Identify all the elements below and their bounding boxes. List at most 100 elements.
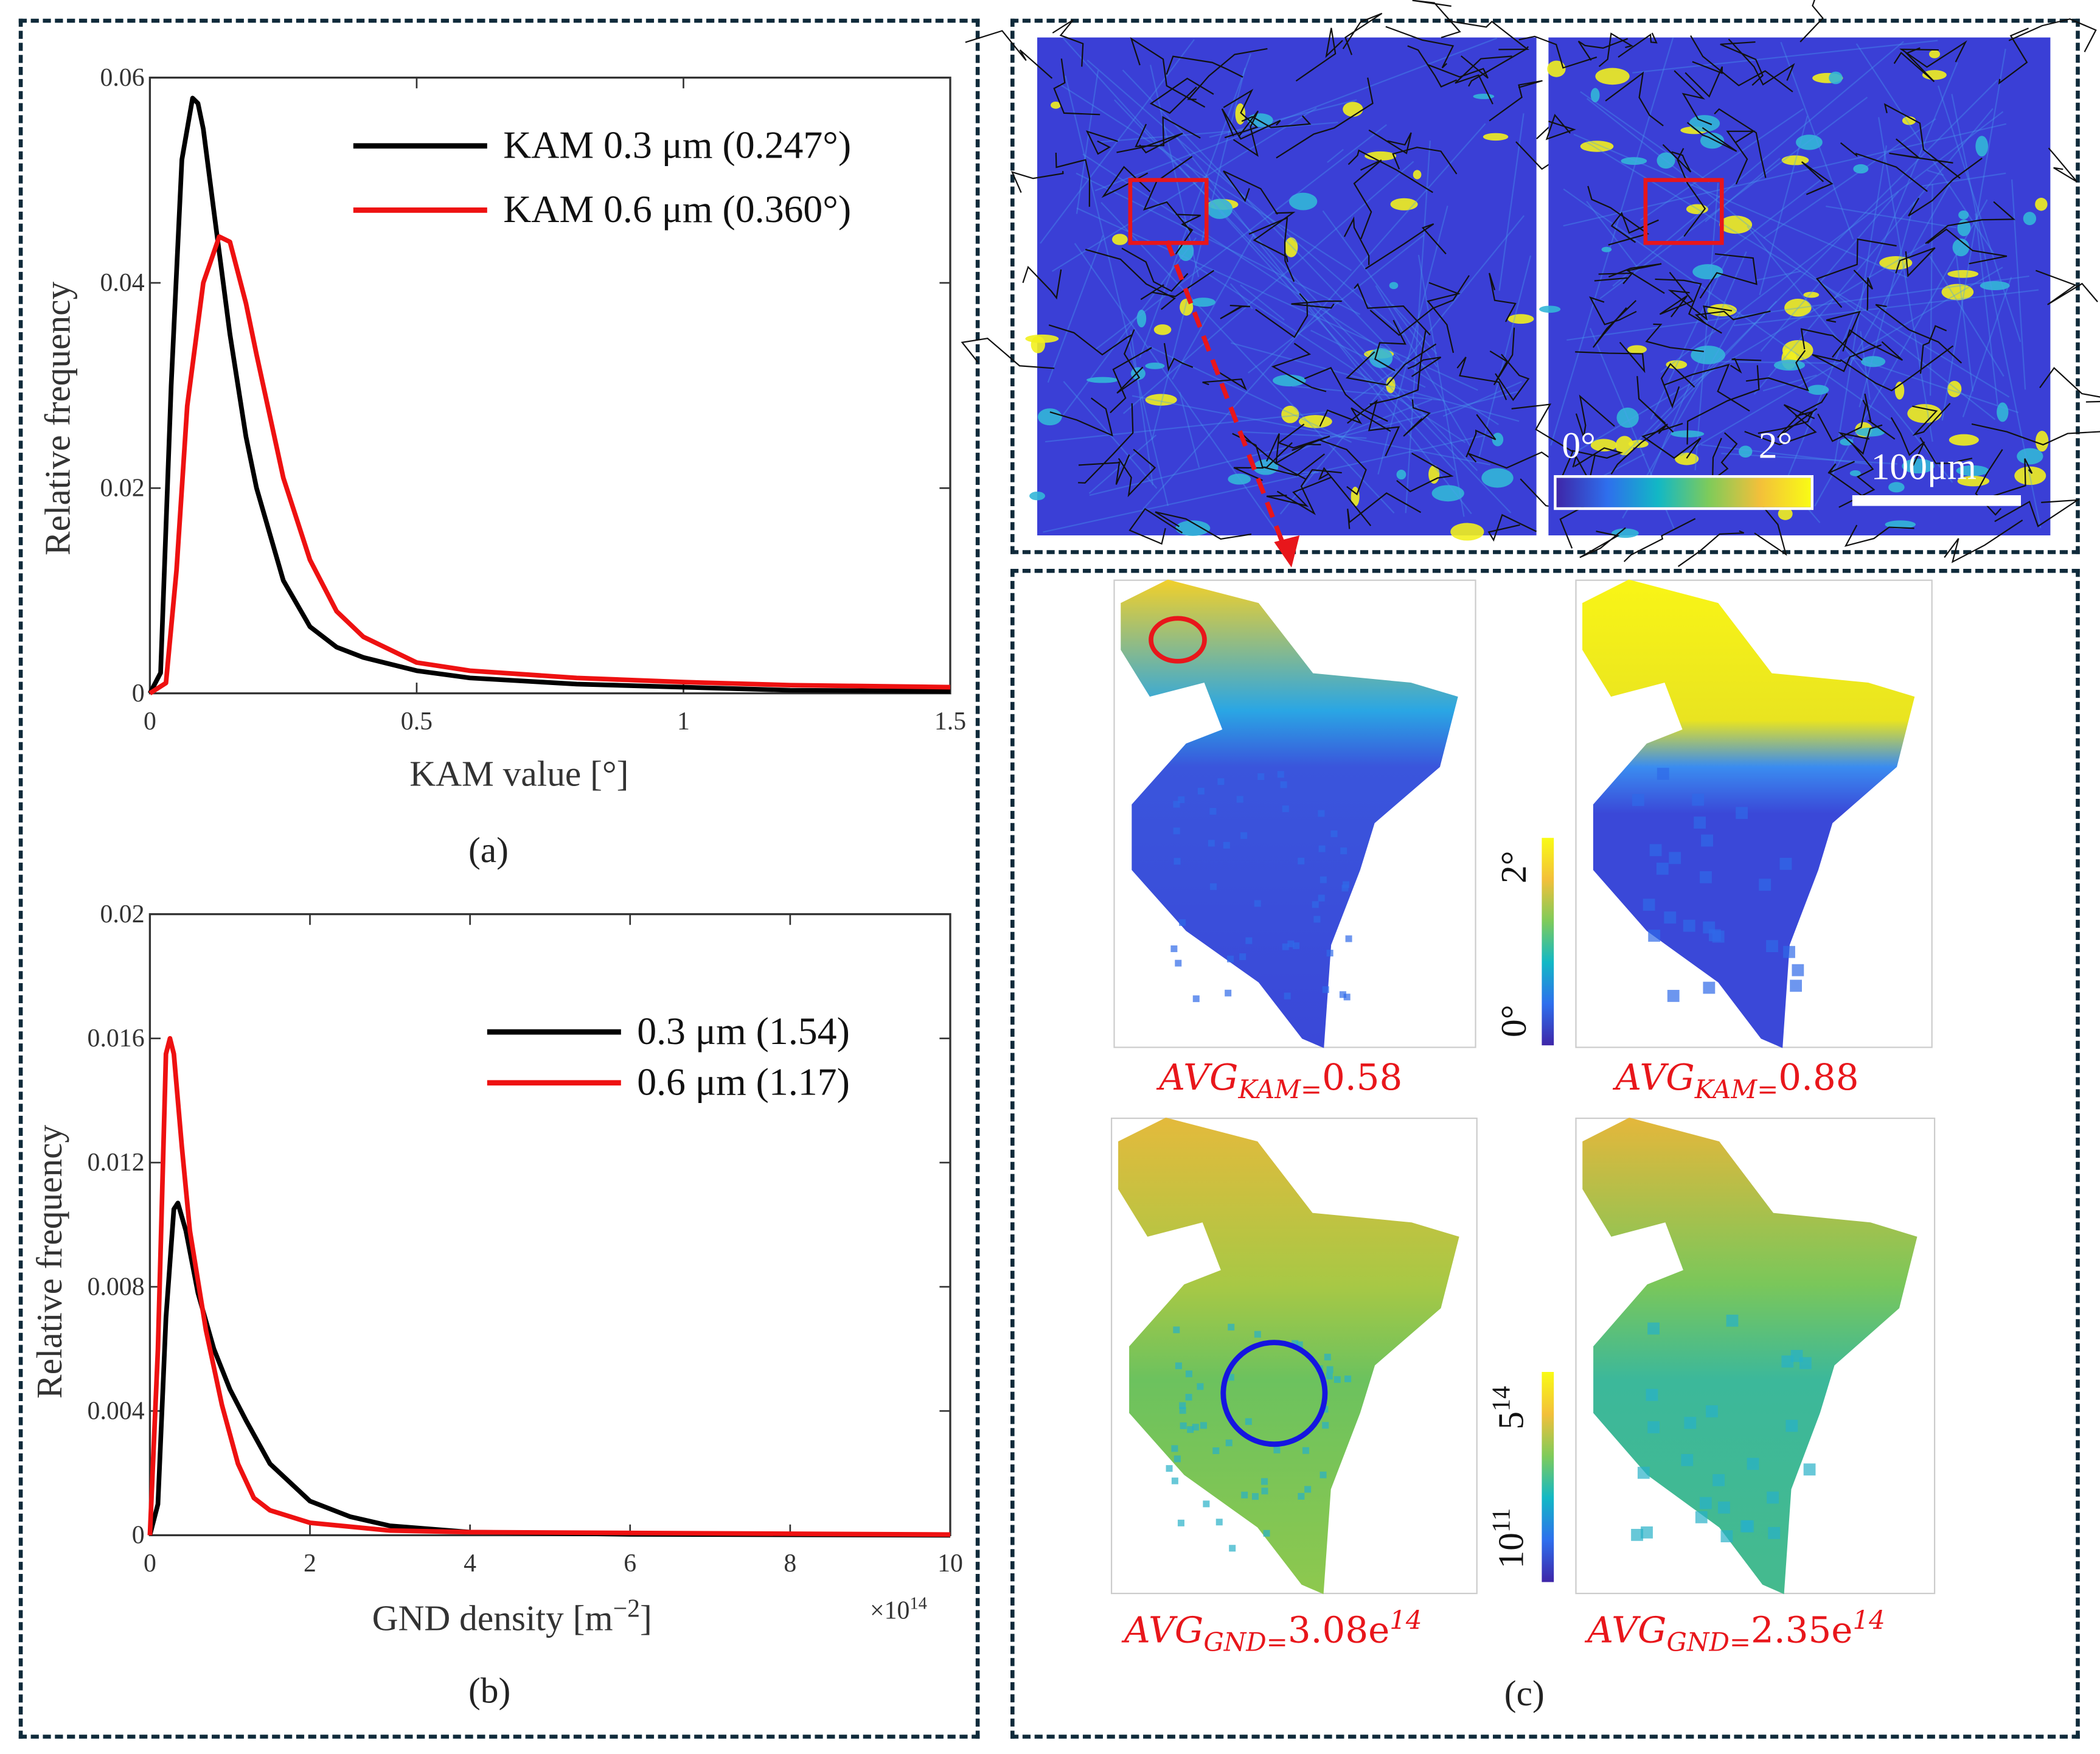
pixel-variation — [1225, 989, 1232, 997]
pixel-variation — [1179, 919, 1186, 926]
grain-boundary — [1220, 304, 1251, 319]
pixel-variation — [1282, 805, 1289, 812]
high-kam-spot — [1796, 134, 1823, 150]
grain-boundary — [1048, 324, 1133, 356]
substructure-line — [1566, 275, 2029, 341]
x-tick-label: 2 — [304, 1550, 316, 1578]
substructure-line — [1975, 213, 1998, 405]
grain-boundary — [1085, 249, 1176, 310]
pixel-variation — [1656, 862, 1669, 875]
pixel-variation — [1179, 1407, 1186, 1414]
pixel-variation — [1703, 921, 1716, 934]
grain-shape — [1582, 1118, 1917, 1595]
high-kam-spot — [2017, 448, 2043, 465]
grain-boundary — [1674, 70, 1712, 125]
grain-boundary — [1248, 217, 1295, 282]
pixel-variation — [1179, 1402, 1186, 1409]
grain-boundary — [1608, 263, 1665, 294]
substructure-line — [1417, 254, 1465, 517]
grain-boundary — [1175, 214, 1201, 255]
grain-boundary — [1116, 133, 1183, 154]
grain-boundary — [1677, 530, 1745, 567]
legend-label: KAM 0.6 μm (0.360°) — [503, 188, 852, 231]
avg-sub: KAM= — [1238, 1075, 1323, 1105]
y-tick-label: 0.02 — [100, 474, 144, 502]
substructure-line — [1074, 243, 1278, 533]
grain-boundary — [1840, 345, 1954, 392]
high-kam-spot — [1997, 402, 2009, 422]
pixel-variation — [1240, 832, 1248, 839]
avg-prefix: AVG — [1587, 1610, 1667, 1652]
multiplier-base: ×10 — [870, 1597, 910, 1626]
kam-colorbar-min: 0° — [1493, 1004, 1534, 1037]
substructure-line — [1705, 158, 1781, 223]
gnd-colorbar-min: 1011 — [1488, 1508, 1532, 1569]
grain-boundary — [1844, 524, 1914, 547]
grain-boundary — [1893, 47, 1935, 83]
pixel-variation — [1245, 937, 1253, 944]
grain-boundary — [1908, 158, 1983, 217]
legend-swatch — [487, 1029, 621, 1035]
annotation-circles — [1149, 616, 1328, 1447]
pixel-variation — [1254, 900, 1261, 907]
legend-swatch — [487, 1080, 621, 1086]
grain-boundary — [961, 337, 1055, 369]
pixel-variation — [1341, 885, 1349, 892]
pixel-variation — [1706, 1405, 1718, 1418]
substructure-line — [1065, 75, 1169, 506]
pixel-variation — [1197, 787, 1205, 795]
grain-boundary — [1128, 507, 1183, 545]
pixel-variation — [1720, 1530, 1733, 1543]
avg-sub: KAM= — [1694, 1075, 1779, 1105]
pixel-variation — [1284, 992, 1291, 1000]
chart-gnd-distribution: 0 2 4 6 8 10 0 0.004 0.008 0.012 0.016 0.02 — [88, 900, 963, 1578]
grain-shape — [1121, 579, 1458, 1048]
high-kam-spot — [1616, 407, 1639, 428]
pixel-variation — [1803, 1463, 1816, 1476]
high-kam-spot — [1483, 133, 1509, 141]
grain-boundary — [1318, 467, 1372, 526]
grain-boundary — [1446, 19, 1530, 50]
legend-item-gnd03: 0.3 μm (1.54) — [487, 1006, 850, 1057]
pixel-variation — [1692, 793, 1705, 806]
substructure-line — [1089, 447, 1288, 496]
pixel-variation — [1241, 1491, 1248, 1498]
pixel-variation — [1187, 1426, 1194, 1433]
substructure-line — [1599, 96, 1868, 299]
arrow-head — [1274, 535, 1300, 568]
grain-boundary — [1078, 403, 1134, 484]
pixel-variation — [1694, 816, 1706, 829]
x-tick-label: 1 — [677, 708, 690, 736]
substructure-line — [1051, 107, 1317, 273]
grain-boundary — [1840, 142, 1928, 192]
grain-boundary — [1744, 404, 1817, 446]
pixel-variation — [1280, 781, 1287, 788]
pixel-variation — [1287, 940, 1295, 947]
pixel-variation — [1261, 1488, 1268, 1495]
avg-value: 0.58 — [1322, 1057, 1403, 1099]
grain-boundary — [1427, 282, 1461, 353]
grain-boundary — [1589, 296, 1637, 325]
pixel-variation — [1684, 1416, 1697, 1429]
substructure-line — [1759, 116, 1809, 296]
substructure-line — [1753, 108, 1994, 395]
pixel-variation — [1296, 1341, 1303, 1348]
high-kam-spot — [1778, 507, 1793, 520]
grain-boundary — [1053, 58, 1100, 116]
pixel-variation — [1200, 1422, 1207, 1429]
high-kam-spot — [1386, 377, 1396, 394]
substructure-line — [1352, 368, 1398, 402]
pixel-variation — [1223, 841, 1230, 849]
chart-kam-distribution: 0 0.5 1 1.5 0 0.02 0.04 0.06 — [100, 64, 966, 736]
substructure-line — [1175, 136, 1472, 515]
substructure-line — [1322, 210, 1438, 367]
pixel-variation — [1631, 1528, 1643, 1541]
pixel-variation — [1171, 1477, 1178, 1484]
substructure-line — [1714, 361, 1838, 364]
grain-boundary — [1277, 423, 1330, 451]
substructure-line — [1760, 191, 1899, 352]
pixel-variation — [1173, 858, 1181, 865]
substructure-line — [1780, 41, 1854, 240]
high-kam-spot — [1450, 523, 1484, 541]
